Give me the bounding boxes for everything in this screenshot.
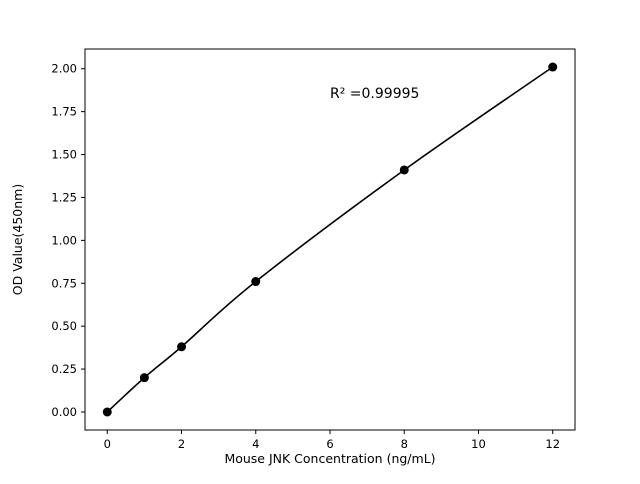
y-tick-label: 1.75: [51, 105, 77, 119]
r-squared-annotation: R² =0.99995: [330, 86, 419, 102]
data-point: [139, 373, 149, 383]
y-tick-label: 0.75: [51, 276, 77, 290]
y-tick-label: 0.00: [51, 405, 77, 419]
data-point: [177, 342, 187, 352]
x-axis-label: Mouse JNK Concentration (ng/mL): [224, 451, 435, 466]
x-tick-label: 0: [104, 437, 111, 451]
plot-border: [84, 48, 576, 431]
y-tick-label: 1.25: [51, 190, 77, 204]
x-tick-label: 2: [178, 437, 185, 451]
x-tick-label: 12: [545, 437, 560, 451]
x-tick-label: 6: [326, 437, 333, 451]
y-tick-label: 0.25: [51, 362, 77, 376]
y-axis-label: OD Value(450nm): [10, 184, 25, 295]
data-point: [548, 62, 558, 72]
y-tick-label: 1.50: [51, 148, 77, 162]
y-tick-label: 1.00: [51, 233, 77, 247]
data-point: [251, 277, 261, 287]
y-tick-label: 2.00: [51, 62, 77, 76]
data-point: [399, 165, 409, 175]
data-curve: [106, 66, 554, 413]
y-tick-label: 0.50: [51, 319, 77, 333]
data-point: [102, 407, 112, 417]
x-tick-label: 8: [401, 437, 408, 451]
x-tick-label: 10: [471, 437, 486, 451]
x-tick-label: 4: [252, 437, 259, 451]
